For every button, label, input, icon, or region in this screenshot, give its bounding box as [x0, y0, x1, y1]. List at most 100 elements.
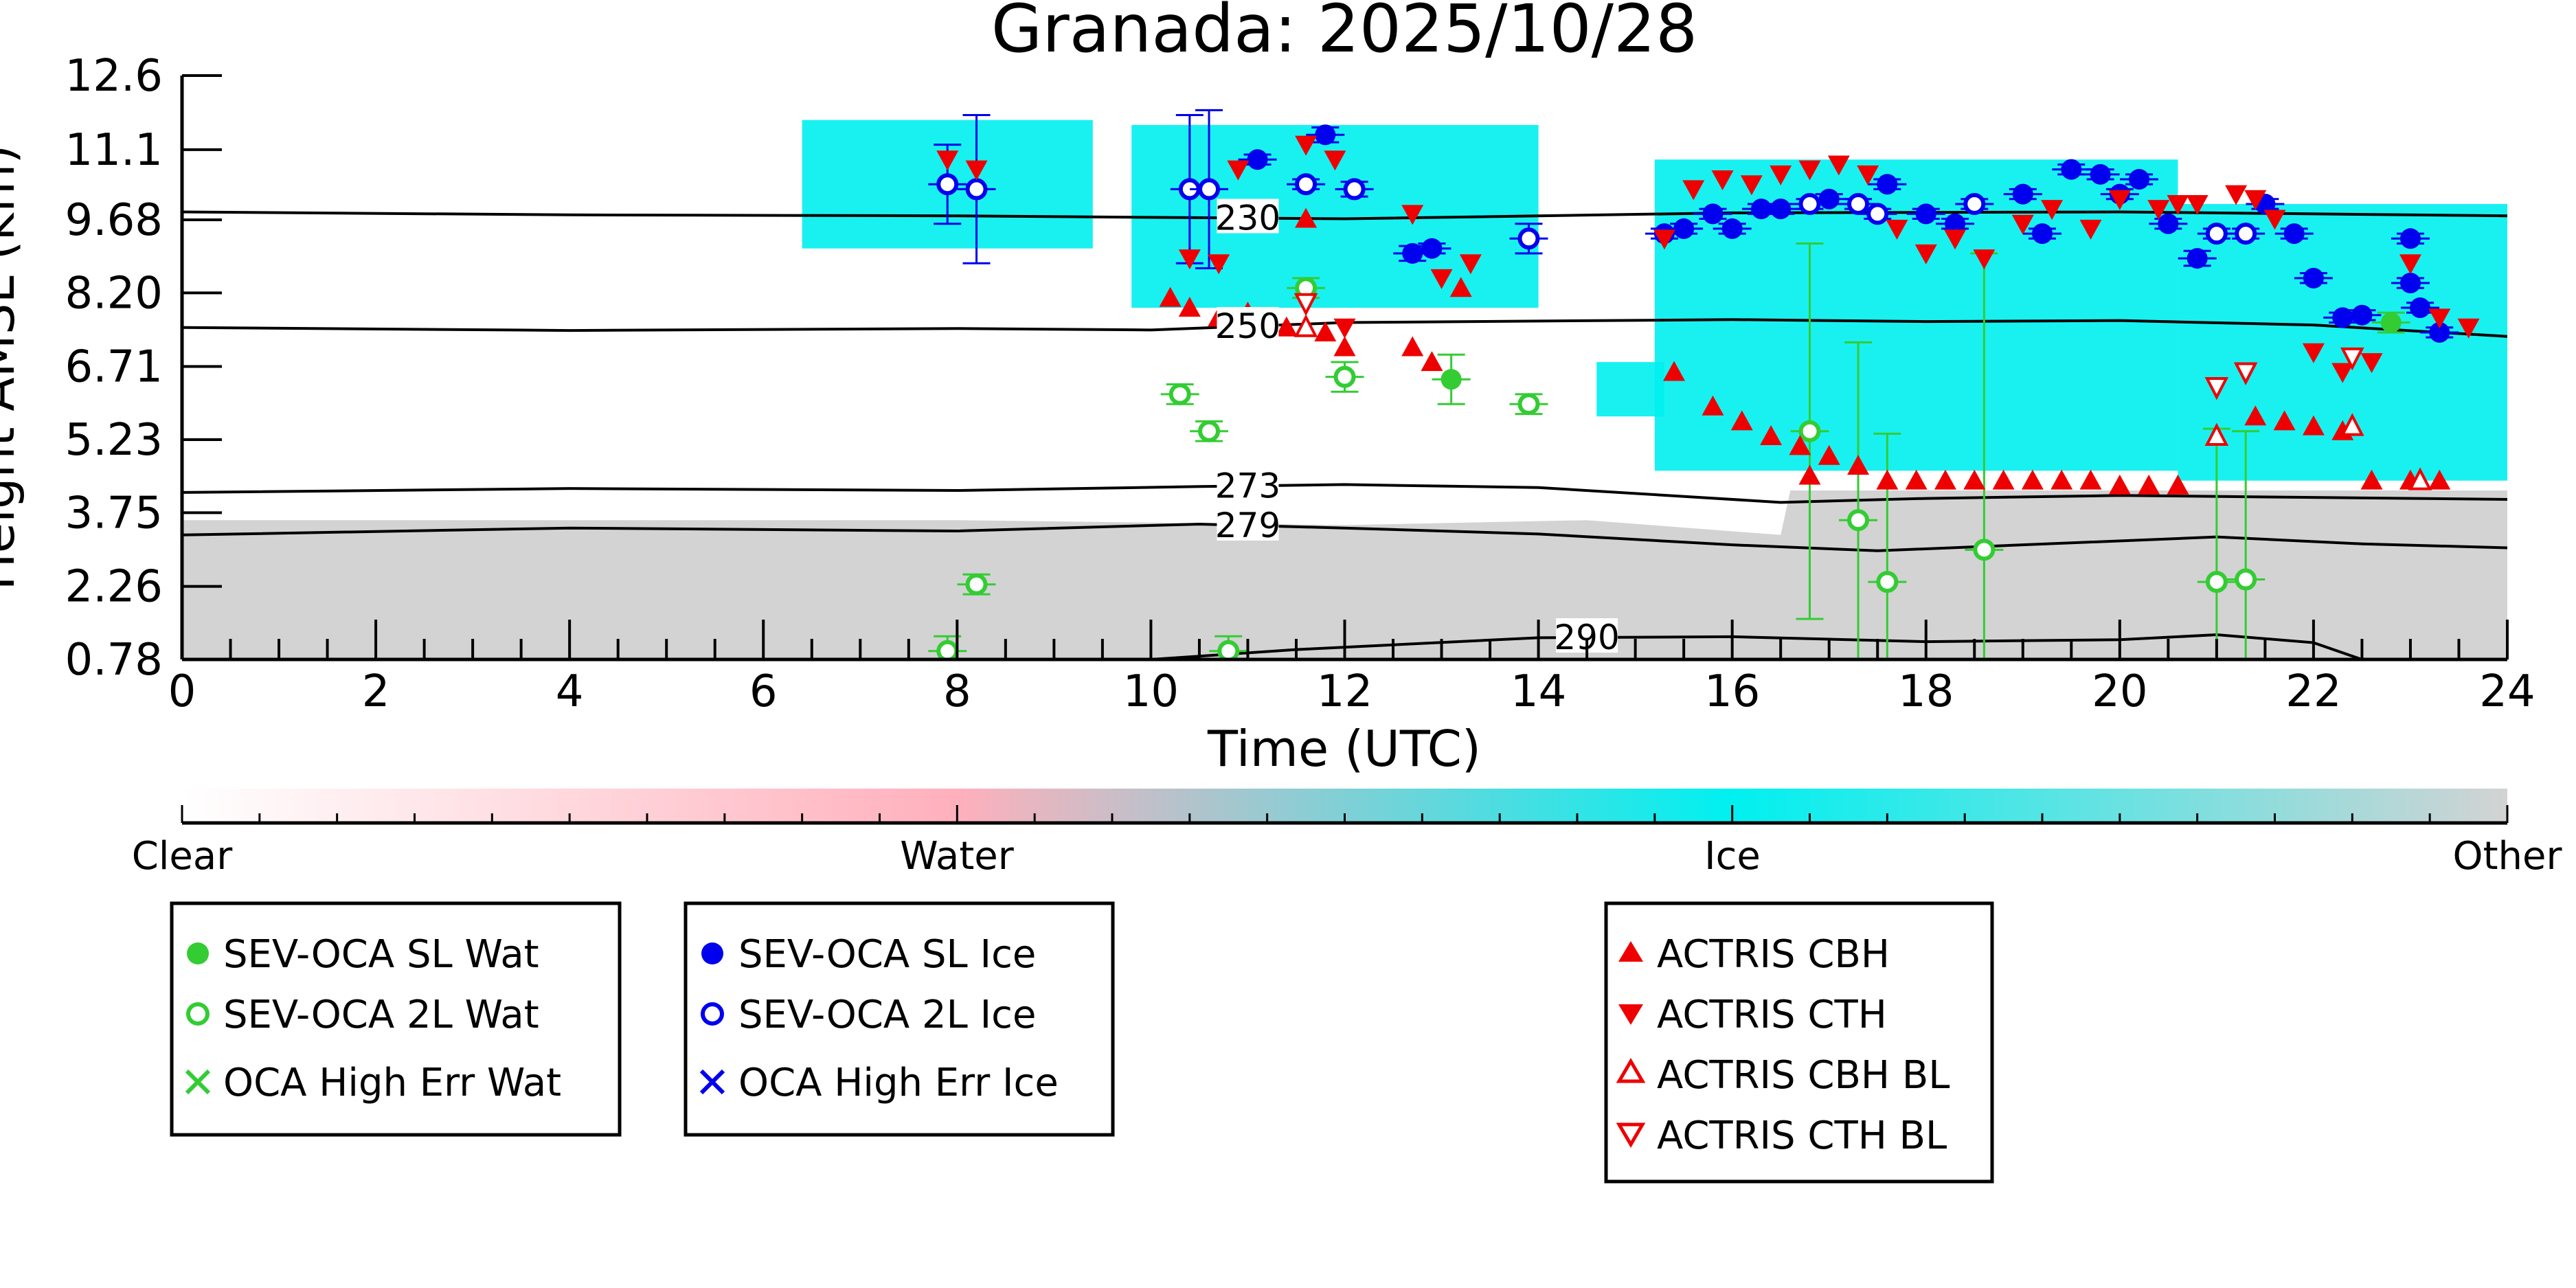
- data-point: [2167, 194, 2189, 215]
- data-point: [2302, 415, 2325, 436]
- legend-marker: [185, 1069, 211, 1095]
- legend-label: SEV-OCA 2L Wat: [223, 993, 539, 1037]
- data-point: [1877, 174, 1898, 195]
- data-point: [2457, 318, 2480, 339]
- isotherm-label-bg: [1217, 506, 1279, 541]
- legend-entry-higherr-wat: OCA High Err Wat: [185, 1061, 561, 1105]
- y-axis-label: Height AMSL (km): [0, 145, 25, 591]
- data-point: [1750, 199, 1772, 220]
- data-point: [1401, 205, 1424, 225]
- data-point: [1702, 203, 1724, 225]
- data-point: [2233, 362, 2258, 385]
- data-point: [2167, 474, 2189, 495]
- legend-entry-cth: ACTRIS CTH: [1618, 993, 1887, 1037]
- legend-entry-2l-ice: SEV-OCA 2L Ice: [701, 993, 1036, 1037]
- data-point: [1944, 229, 1967, 250]
- data-point: [1333, 336, 1356, 357]
- series-actris-cth-bl: [1293, 293, 2364, 400]
- data-point: [1740, 175, 1763, 196]
- legend-marker: [1616, 1122, 1646, 1148]
- x-tick-label: 20: [2092, 666, 2147, 717]
- series-sev-oca-sl-wat: [1432, 311, 2410, 405]
- data-point: [1293, 293, 1318, 317]
- data-point: [936, 150, 959, 171]
- data-point: [2410, 297, 2431, 318]
- legend-box: [170, 901, 622, 1137]
- classification-colorbar: Clear Water Ice Other: [132, 789, 2562, 879]
- x-tick-label: 2: [362, 666, 390, 717]
- data-point: [1827, 155, 1850, 176]
- x-tick-label: 0: [168, 666, 196, 717]
- data-point: [2428, 308, 2451, 329]
- legend-label: ACTRIS CTH: [1657, 993, 1887, 1037]
- data-point: [2263, 210, 2286, 230]
- y-tick-label: 9.68: [65, 195, 163, 246]
- data-point: [2090, 163, 2111, 185]
- legend-water: SEV-OCA SL Wat SEV-OCA 2L Wat OCA High E…: [170, 901, 622, 1137]
- data-point: [2079, 219, 2102, 240]
- data-point: [2138, 474, 2160, 495]
- y-tick-label: 11.1: [65, 125, 163, 176]
- legend-actris: ACTRIS CBH ACTRIS CTH ACTRIS CBH BL ACTR…: [1604, 901, 1994, 1184]
- data-point: [2187, 248, 2208, 269]
- data-point: [1876, 571, 1899, 594]
- data-point: [2204, 377, 2229, 400]
- legend-label: ACTRIS CTH BL: [1657, 1114, 1947, 1158]
- legend-marker: [1616, 1058, 1646, 1083]
- data-point: [1178, 296, 1201, 317]
- data-point: [1702, 395, 1724, 416]
- y-tick-label: 8.20: [65, 268, 163, 319]
- series-actris-cbh-bl: [1293, 314, 2432, 490]
- data-point: [2399, 254, 2421, 275]
- legend-entry-cbh: ACTRIS CBH: [1618, 932, 1890, 977]
- data-point: [1421, 351, 1443, 372]
- data-point: [1275, 316, 1298, 337]
- data-point: [2225, 185, 2248, 205]
- legend-marker: [1618, 941, 1643, 962]
- series-sev-oca-sl-ice: [1238, 124, 2459, 343]
- data-point: [1324, 150, 1346, 171]
- isotherm-label-230: 230: [1215, 198, 1280, 238]
- legend-box: [683, 901, 1115, 1137]
- data-point: [2204, 422, 2229, 446]
- data-point: [1159, 286, 1182, 307]
- data-point: [1247, 149, 1268, 170]
- data-point: [1401, 336, 1424, 357]
- data-point: [2061, 159, 2082, 180]
- data-point: [1770, 165, 1792, 185]
- data-point: [2351, 304, 2373, 326]
- region-other-0: [182, 490, 2507, 659]
- legend-marker: [701, 1002, 724, 1026]
- data-point: [1653, 229, 1675, 250]
- colorbar-label-water: Water: [900, 834, 1015, 879]
- data-point: [1847, 455, 1870, 475]
- data-point: [2429, 321, 2450, 343]
- series-actris-cth: [936, 135, 2480, 383]
- isotherm-279: [182, 522, 2507, 552]
- data-point: [1857, 165, 1879, 185]
- data-point: [2012, 183, 2033, 205]
- data-point: [1440, 369, 1462, 390]
- data-point: [1178, 249, 1201, 270]
- data-point: [2428, 469, 2451, 490]
- x-axis-label: Time (UTC): [1207, 720, 1481, 778]
- data-point: [1798, 160, 1821, 181]
- data-point: [2244, 190, 2267, 210]
- region-ice-4: [1654, 159, 2178, 471]
- data-point: [1730, 410, 1753, 431]
- data-point: [2129, 169, 2150, 190]
- data-point: [1421, 238, 1443, 259]
- legend-box: [1604, 901, 1994, 1184]
- x-tick-label: 16: [1704, 666, 1760, 717]
- isotherm-label-279: 279: [1215, 506, 1280, 545]
- data-point: [1208, 254, 1230, 275]
- data-point: [2283, 223, 2305, 245]
- data-point: [2380, 312, 2402, 333]
- data-point: [1914, 244, 1937, 264]
- legend-marker: [699, 1069, 725, 1095]
- legend-marker: [701, 942, 723, 964]
- region-ice-3: [1596, 362, 1664, 417]
- data-point: [1963, 192, 1986, 215]
- chart-title: Granada: 2025/10/28: [991, 0, 1697, 67]
- colorbar-label-clear: Clear: [132, 834, 233, 879]
